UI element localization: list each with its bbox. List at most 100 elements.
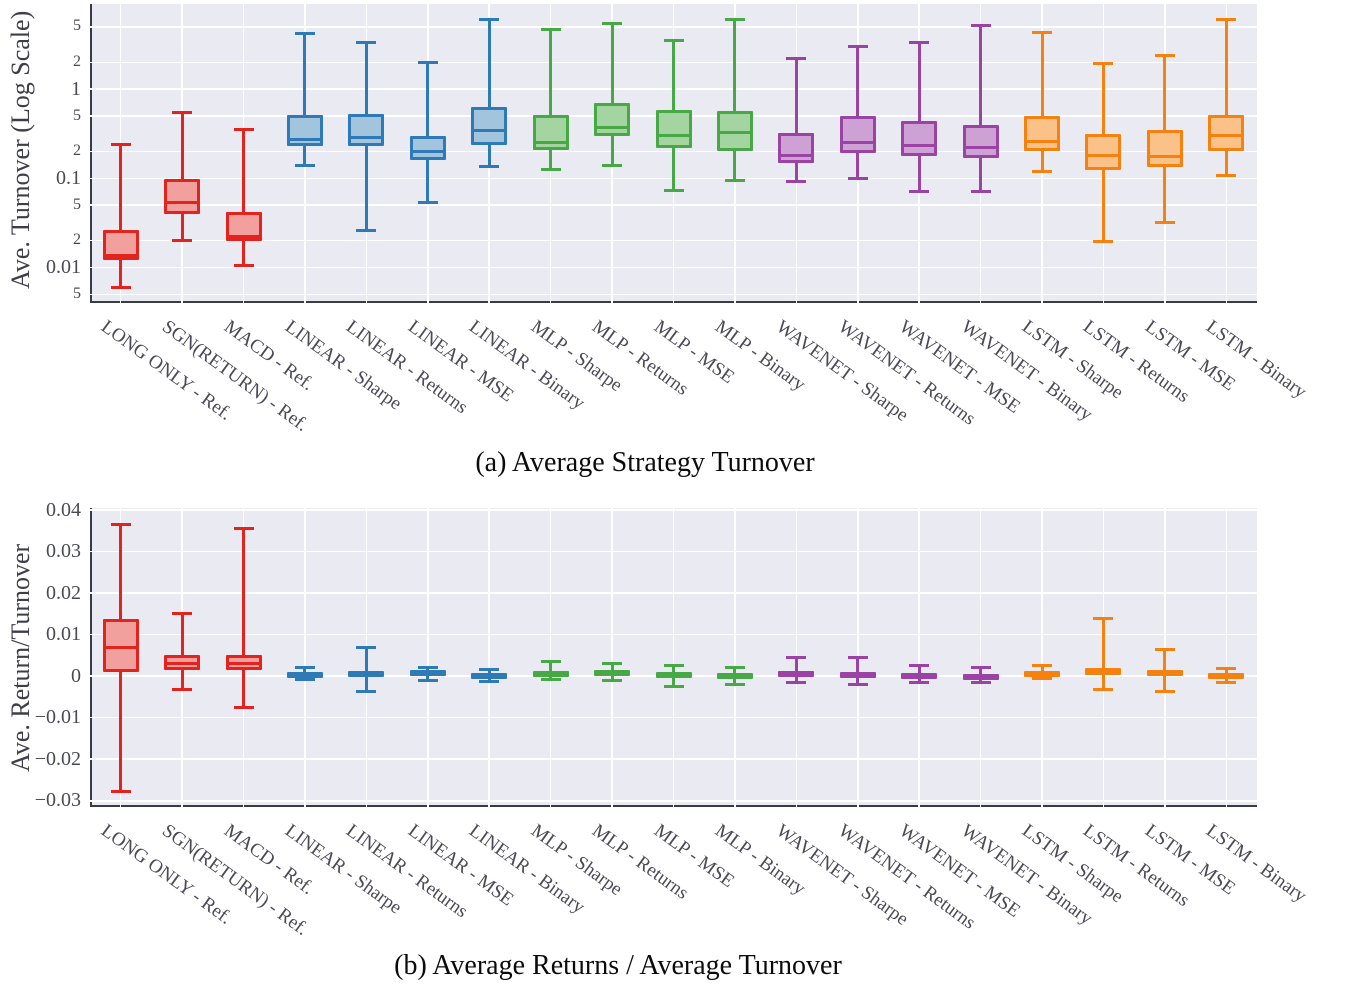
wavenet-returns-whisker-cap-bottom	[847, 176, 868, 180]
lstm-binary-median	[1211, 673, 1242, 677]
linear-sharpe-median	[289, 672, 320, 676]
wavenet-binary-whisker-cap-bottom	[970, 680, 991, 684]
ytick-label-1: 1	[71, 77, 81, 100]
turnover-boxplot	[90, 4, 1257, 303]
mlp-sharpe-whisker-cap-bottom	[540, 168, 561, 172]
wavenet-mse-median	[904, 673, 935, 677]
linear-sharpe-whisker-cap-top	[294, 32, 315, 36]
lstm-sharpe-median	[1027, 139, 1058, 143]
linear-binary-median	[474, 673, 505, 677]
sgn-return-ref-median	[167, 662, 198, 666]
lstm-returns-box	[1085, 134, 1122, 171]
linear-binary-whisker-cap-top	[479, 668, 500, 672]
macd-ref-whisker	[242, 129, 246, 266]
wavenet-binary-median	[965, 146, 996, 150]
ytick-label-0.04: 0.04	[46, 498, 81, 521]
linear-returns-median	[351, 135, 382, 139]
wavenet-binary-whisker-cap-top	[970, 666, 991, 670]
mlp-sharpe-whisker	[549, 29, 553, 170]
linear-binary-box	[471, 107, 508, 146]
lstm-mse-whisker-cap-bottom	[1154, 689, 1175, 693]
ytick-label--0.02: −0.02	[34, 747, 81, 770]
long-only-ref-whisker-cap-top	[110, 142, 131, 146]
wavenet-returns-median	[842, 672, 873, 676]
linear-mse-median	[412, 671, 443, 675]
linear-mse-whisker-cap-bottom	[417, 678, 438, 682]
mlp-binary-median	[719, 673, 750, 677]
gridline-v	[488, 508, 490, 807]
y-axis-spine	[90, 508, 92, 807]
linear-returns-whisker-cap-bottom	[356, 228, 377, 232]
ytick-label-0.02: 0.02	[46, 581, 81, 604]
wavenet-returns-whisker	[856, 46, 860, 179]
mlp-binary-whisker	[733, 19, 737, 181]
wavenet-returns-median	[842, 141, 873, 145]
wavenet-binary-whisker	[979, 25, 983, 192]
gridline-v	[304, 508, 306, 807]
mlp-mse-whisker-cap-top	[663, 39, 684, 43]
sgn-return-ref-whisker	[180, 613, 184, 690]
mlp-mse-whisker-cap-top	[663, 664, 684, 668]
wavenet-binary-whisker-cap-top	[970, 23, 991, 27]
linear-binary-whisker-cap-bottom	[479, 165, 500, 169]
macd-ref-whisker-cap-bottom	[233, 706, 254, 710]
wavenet-sharpe-median	[781, 672, 812, 676]
wavenet-mse-whisker-cap-top	[909, 664, 930, 668]
linear-returns-box	[348, 114, 385, 147]
macd-ref-whisker-cap-bottom	[233, 264, 254, 268]
mlp-sharpe-median	[535, 141, 566, 145]
macd-ref-whisker	[242, 528, 246, 708]
linear-returns-median	[351, 672, 382, 676]
lstm-returns-median	[1088, 670, 1119, 674]
wavenet-mse-whisker-cap-top	[909, 41, 930, 45]
wavenet-returns-whisker-cap-top	[847, 45, 868, 49]
lstm-sharpe-whisker-cap-top	[1032, 664, 1053, 668]
gridline-v	[611, 508, 613, 807]
lstm-mse-median	[1149, 154, 1180, 158]
ytick-label-5: 5	[73, 285, 81, 303]
linear-sharpe-median	[289, 138, 320, 142]
mlp-mse-box	[655, 110, 692, 148]
gridline-v	[549, 508, 552, 807]
mlp-binary-median	[719, 130, 750, 134]
linear-mse-median	[412, 149, 443, 153]
linear-sharpe-box	[286, 115, 323, 147]
wavenet-mse-box	[901, 120, 938, 157]
lstm-binary-whisker-cap-top	[1216, 17, 1237, 21]
linear-returns-whisker-cap-top	[356, 645, 377, 649]
wavenet-mse-median	[904, 143, 935, 147]
sgn-return-ref-whisker-cap-bottom	[172, 239, 193, 243]
long-only-ref-whisker	[119, 144, 123, 288]
long-only-ref-whisker-cap-top	[110, 523, 131, 527]
wavenet-sharpe-whisker-cap-bottom	[786, 180, 807, 184]
mlp-returns-box	[594, 102, 631, 136]
wavenet-sharpe-whisker	[794, 657, 798, 683]
long-only-ref-median	[105, 254, 136, 258]
sgn-return-ref-whisker-cap-top	[172, 612, 193, 616]
mlp-binary-whisker-cap-bottom	[724, 682, 745, 686]
lstm-returns-whisker	[1101, 618, 1105, 690]
lstm-returns-whisker-cap-bottom	[1093, 687, 1114, 691]
lstm-binary-box	[1208, 115, 1245, 152]
lstm-sharpe-whisker-cap-bottom	[1032, 169, 1053, 173]
linear-mse-box	[409, 135, 446, 161]
gridline-v	[1225, 508, 1228, 807]
long-only-ref-median	[105, 645, 136, 649]
linear-sharpe-whisker-cap-top	[294, 666, 315, 670]
lstm-sharpe-whisker-cap-top	[1032, 31, 1053, 35]
gridline-v	[672, 508, 675, 807]
ytick-label-0.01: 0.01	[46, 256, 81, 279]
linear-sharpe-whisker-cap-bottom	[294, 677, 315, 681]
mlp-returns-whisker-cap-top	[602, 662, 623, 666]
wavenet-returns-whisker-cap-top	[847, 656, 868, 659]
lstm-sharpe-whisker	[1040, 32, 1044, 172]
wavenet-binary-box	[962, 124, 999, 159]
macd-ref-median	[228, 235, 259, 239]
linear-mse-whisker-cap-bottom	[417, 200, 438, 204]
xtick-label-lstm-returns: LSTM - Returns	[1079, 316, 1194, 408]
macd-ref-whisker-cap-top	[233, 128, 254, 132]
linear-returns-whisker	[364, 647, 368, 692]
ytick-label-5: 5	[73, 195, 81, 213]
wavenet-returns-whisker	[856, 657, 860, 685]
lstm-mse-median	[1149, 671, 1180, 675]
